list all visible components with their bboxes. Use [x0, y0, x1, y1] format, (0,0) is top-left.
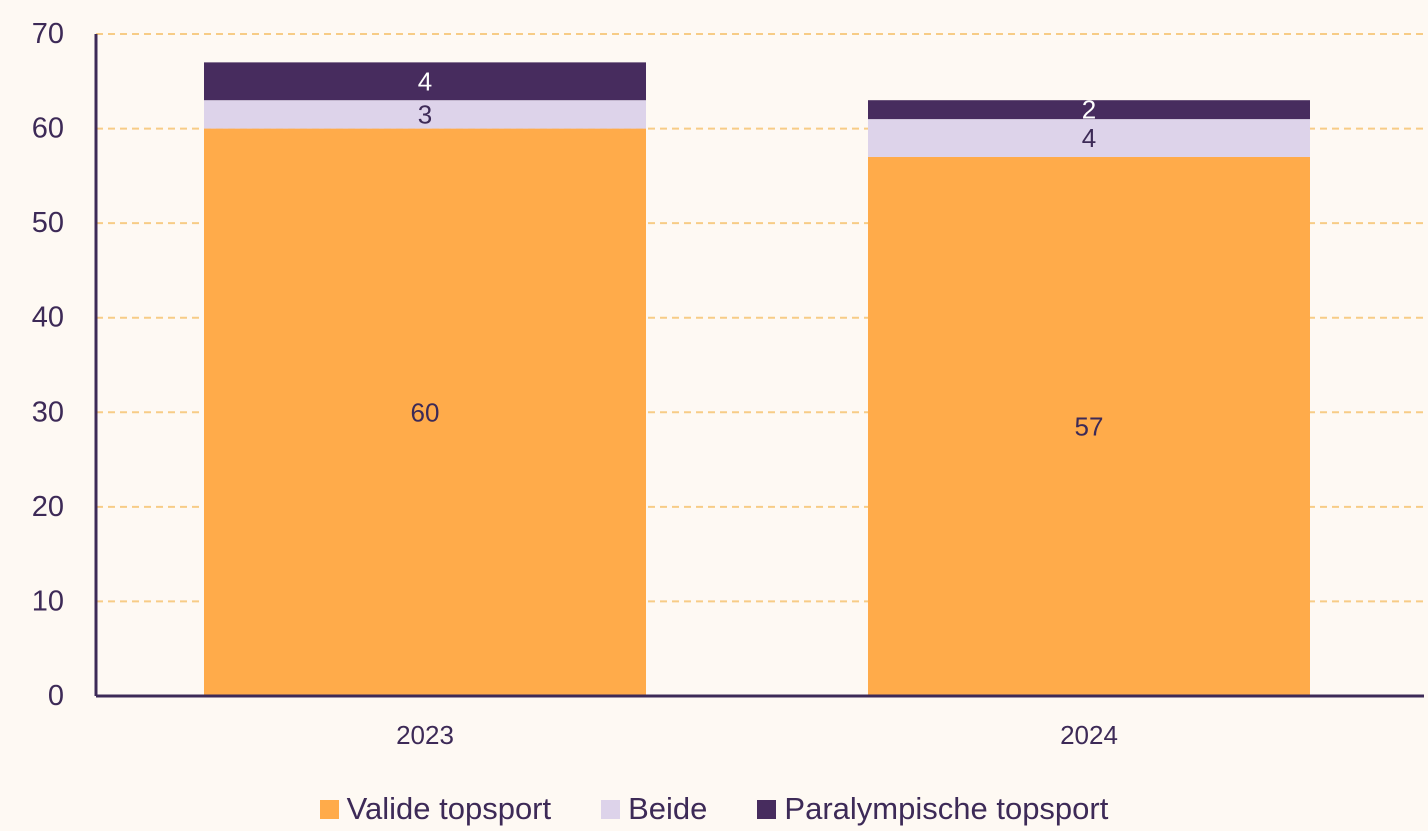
data-label: 4	[418, 66, 432, 96]
x-tick-label: 2024	[1060, 720, 1118, 750]
bar-segment-paralympische-topsport-2023	[204, 62, 646, 101]
bars	[204, 62, 1310, 697]
legend-swatch	[601, 799, 621, 819]
legend-swatch	[319, 799, 339, 819]
axes: 0 10 20 30 40 50 60 70 2023 2024	[32, 18, 1424, 750]
legend-label: Paralympische topsport	[784, 791, 1109, 826]
y-tick-label: 0	[48, 680, 64, 712]
legend-label: Valide topsport	[346, 791, 552, 826]
data-label: 60	[411, 397, 440, 427]
bar-segment-beide-2023	[204, 100, 646, 129]
legend-item: Valide topsport	[319, 791, 552, 827]
x-tick-label: 2023	[396, 720, 454, 750]
y-tick-label: 30	[32, 396, 64, 428]
y-tick-label: 20	[32, 491, 64, 523]
y-tick-label: 70	[32, 18, 64, 50]
y-tick-label: 50	[32, 207, 64, 239]
legend-swatch	[757, 799, 777, 819]
legend-item: Beide	[601, 791, 707, 827]
y-tick-label: 60	[32, 113, 64, 145]
data-label: 4	[1082, 123, 1096, 153]
data-label: 2	[1082, 95, 1096, 125]
bar-segment-beide-2024	[868, 119, 1310, 157]
bar-segment-valide-topsport-2023	[204, 128, 646, 697]
bar-segment-valide-topsport-2024	[868, 156, 1310, 696]
legend: Valide topsport Beide Paralympische topspo…	[0, 788, 1428, 830]
y-tick-label: 10	[32, 585, 64, 617]
legend-item: Paralympische topsport	[757, 791, 1108, 827]
bar-segment-paralympische-topsport-2024	[868, 100, 1310, 120]
data-label: 57	[1075, 411, 1104, 441]
y-tick-label: 40	[32, 302, 64, 334]
data-label: 3	[418, 99, 432, 129]
legend-label: Beide	[628, 791, 708, 826]
